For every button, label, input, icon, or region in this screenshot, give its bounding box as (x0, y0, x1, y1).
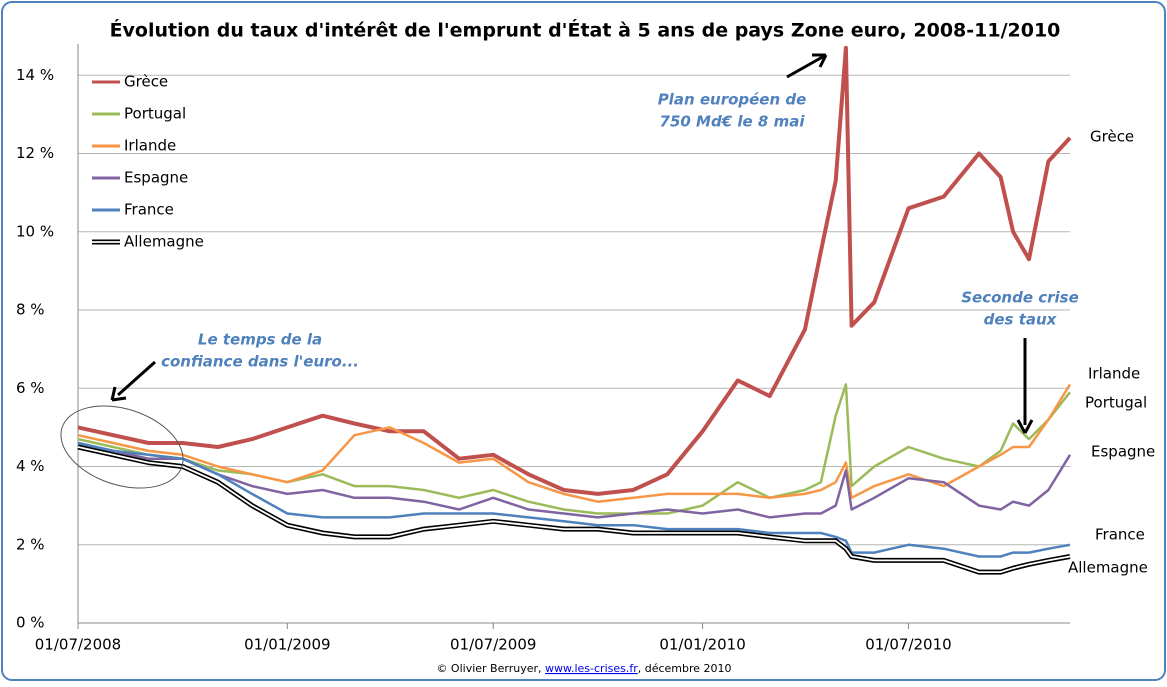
end-label: Grèce (1090, 128, 1134, 146)
y-tick-label: 4 % (16, 457, 45, 475)
legend-label: Grèce (124, 73, 168, 91)
y-tick-label: 14 % (16, 66, 54, 84)
y-tick-label: 2 % (16, 535, 45, 553)
source: © Olivier Berruyer, www.les-crises.fr, d… (436, 662, 731, 675)
chart-title: Évolution du taux d'intérêt de l'emprunt… (110, 19, 1061, 42)
annotation: des taux (984, 311, 1058, 329)
arrow-head (812, 53, 828, 68)
plot: 0 % 2 % 4 % 6 % 8 % 10 % 12 % 14 % 01/07/2008 01/… (16, 44, 1155, 654)
series-line (77, 441, 1071, 558)
x-tick-label: 01/07/2008 (35, 636, 121, 654)
legend-label: Espagne (124, 169, 188, 187)
annotation-art (60, 53, 1034, 489)
end-label: Irlande (1088, 365, 1140, 383)
end-label: Allemagne (1068, 559, 1148, 577)
annotation: confiance dans l'euro... (161, 353, 359, 371)
annotation: 750 Md€ le 8 mai (660, 113, 806, 131)
x-tick-label: 01/07/2010 (865, 636, 951, 654)
arrow (786, 53, 827, 79)
arrow-head (1016, 419, 1034, 434)
y-tick-label: 0 % (16, 614, 45, 632)
arrow-head (110, 386, 127, 402)
x-tick-label: 01/01/2010 (659, 636, 745, 654)
series-line (77, 383, 1072, 503)
source-text: , décembre 2010 (638, 662, 732, 675)
legend-label: France (124, 201, 174, 219)
series-line (77, 441, 1072, 519)
series-line-inner (77, 446, 1071, 573)
y-tick-label: 10 % (16, 222, 54, 240)
source-link[interactable]: www.les-crises.fr (545, 662, 638, 675)
end-label: Espagne (1091, 443, 1155, 461)
y-tick-label: 6 % (16, 379, 45, 397)
legend-label: Allemagne (124, 233, 204, 251)
source-text: © Olivier Berruyer, (436, 662, 545, 675)
end-label: France (1095, 526, 1145, 544)
y-tick-label: 8 % (16, 301, 45, 319)
arrow (117, 360, 156, 397)
legend-label: Portugal (124, 105, 186, 123)
series-line (77, 45, 1072, 496)
annotation: Plan européen de (658, 91, 807, 109)
legend-label: Irlande (124, 137, 176, 155)
y-tick-label: 12 % (16, 144, 54, 162)
ellipse (60, 405, 184, 489)
annotation: Seconde crise (961, 289, 1079, 307)
x-tick-label: 01/07/2009 (450, 636, 536, 654)
end-label: Portugal (1085, 394, 1147, 412)
annotation: Le temps de la (198, 331, 322, 349)
x-tick-label: 01/01/2009 (244, 636, 330, 654)
